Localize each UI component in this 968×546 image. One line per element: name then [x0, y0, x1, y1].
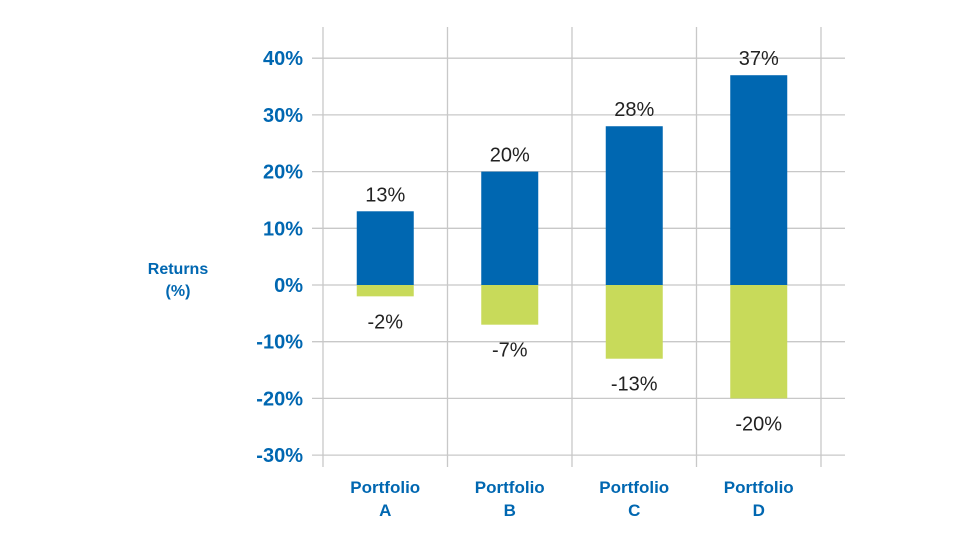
bar-positive: [481, 171, 539, 285]
bar-positive: [730, 75, 788, 286]
bars: [356, 75, 788, 399]
data-label-positive: 37%: [739, 48, 779, 70]
bar-negative: [481, 285, 539, 325]
y-tick-label: 0%: [274, 275, 303, 297]
y-tick-label: 20%: [263, 162, 303, 184]
x-category-label: C: [628, 501, 640, 520]
y-tick-label: 30%: [263, 105, 303, 127]
x-category-label: B: [504, 501, 516, 520]
x-category-label: Portfolio: [350, 478, 420, 497]
bar-negative: [356, 285, 414, 297]
bar-positive: [356, 211, 414, 285]
x-category-label: Portfolio: [724, 478, 794, 497]
y-tick-label: 10%: [263, 218, 303, 240]
data-label-positive: 20%: [490, 145, 530, 167]
bar-negative: [605, 285, 663, 359]
x-category-label: Portfolio: [599, 478, 669, 497]
grid-lines: [312, 27, 845, 467]
bar-positive: [605, 126, 663, 286]
data-label-negative: -13%: [611, 374, 658, 396]
bar-negative: [730, 285, 788, 399]
y-tick-label: 40%: [263, 48, 303, 70]
y-axis-label: Returns: [148, 261, 209, 278]
data-label-negative: -2%: [367, 311, 403, 333]
y-tick-label: -30%: [256, 445, 303, 467]
labels: 40% 30% 20% 10% 0% -10% -20% -30% Returns (%) 13% -…: [148, 48, 794, 520]
data-label-negative: -7%: [492, 340, 528, 362]
y-tick-label: -10%: [256, 332, 303, 354]
y-axis-label: (%): [166, 283, 191, 300]
x-category-label: D: [753, 501, 765, 520]
data-label-negative: -20%: [735, 413, 782, 435]
x-category-label: A: [379, 501, 391, 520]
x-category-label: Portfolio: [475, 478, 545, 497]
data-label-positive: 13%: [365, 184, 405, 206]
y-tick-label: -20%: [256, 388, 303, 410]
data-label-positive: 28%: [614, 99, 654, 121]
